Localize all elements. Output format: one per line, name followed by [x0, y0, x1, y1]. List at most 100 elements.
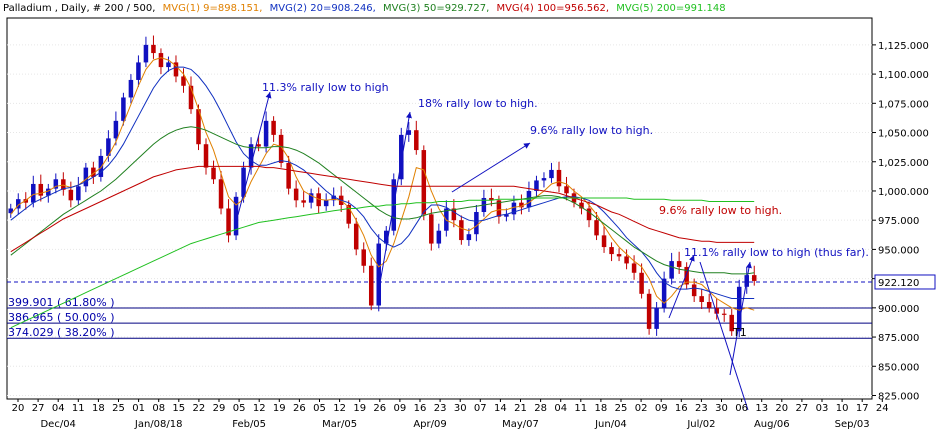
x-tick-label: 19 [273, 403, 286, 414]
candle-body [248, 144, 254, 168]
y-tick-label: 1,000.000 [878, 187, 929, 198]
rally-arrow [729, 261, 752, 376]
y-tick-label: 850.000 [878, 362, 919, 373]
x-tick-label: 02 [635, 403, 648, 414]
plot-frame [6, 17, 873, 400]
candle-body [504, 214, 509, 217]
candle-body [181, 76, 186, 86]
candle-body [646, 293, 652, 329]
candle-body [211, 167, 216, 180]
candle-body [676, 261, 682, 267]
x-tick-label: 06 [735, 403, 748, 414]
candle-body [98, 155, 104, 177]
candle-body [706, 301, 712, 308]
candle-body [714, 307, 719, 314]
x-month-label: Sep/03 [835, 419, 870, 430]
candle-body [414, 130, 419, 151]
x-tick-label: 12 [333, 403, 346, 414]
candle-body [83, 167, 89, 187]
x-tick-label: 12 [253, 403, 266, 414]
candle-body [654, 307, 659, 329]
candle-body [188, 85, 194, 110]
candle-body [301, 200, 306, 203]
x-month-label: Jun/04 [594, 419, 627, 430]
candle-body [331, 195, 336, 201]
x-tick-label: 13 [755, 403, 768, 414]
candle-body [61, 179, 66, 190]
candle-body [549, 169, 554, 179]
candle-body [751, 275, 757, 281]
candle-body [684, 266, 689, 285]
fib-levels: 399.901 ( 61.80% ) 386.965 ( 50.00% ) 374.… [7, 296, 872, 339]
y-tick-label: 825.000 [878, 391, 919, 402]
candle-body [496, 200, 502, 217]
candle-body [376, 243, 381, 306]
candle-body [143, 44, 149, 63]
y-axis: 825.000850.000875.000900.000925.000950.0… [872, 41, 936, 402]
candle-body [721, 313, 727, 315]
x-month-label: Aug/06 [754, 419, 790, 430]
rally-arrow [379, 111, 412, 284]
y-tick-label: 1,075.000 [878, 99, 929, 110]
y-tick-label: 1,025.000 [878, 158, 929, 169]
x-tick-label: 07 [474, 403, 487, 414]
x-month-label: Dec/04 [40, 419, 75, 430]
ma-line [10, 126, 755, 275]
candle-body [729, 314, 734, 332]
candle-body [226, 208, 231, 236]
ma-line [10, 66, 755, 299]
x-tick-label: 04 [52, 403, 65, 414]
candle-body [474, 212, 479, 235]
x-month-label: Feb/05 [232, 419, 266, 430]
candle-body [631, 263, 637, 273]
candle-body [256, 144, 261, 147]
fib-label: 386.965 ( 50.00% ) [8, 311, 115, 324]
candle-body [241, 167, 246, 197]
header-mvg2: MVG(2) 20=908.246, [270, 3, 376, 14]
candle-body [151, 44, 156, 54]
candle-body [346, 204, 351, 224]
last-price-box [874, 274, 936, 290]
candle-body [91, 167, 96, 177]
candle-body [233, 196, 239, 236]
candle-body [519, 202, 524, 208]
x-month-label: Jul/02 [686, 419, 715, 430]
ma-line [10, 165, 755, 253]
candle-body [136, 62, 141, 80]
ma-line [10, 57, 755, 311]
candle-body [466, 234, 472, 241]
candle-body [106, 138, 111, 156]
x-tick-label: 08 [152, 403, 165, 414]
chart-annotation: 18% rally low to high. [418, 97, 538, 110]
candle-body [263, 120, 269, 147]
candle-body [128, 79, 134, 98]
candle-body [76, 186, 81, 201]
x-tick-label: 20 [12, 403, 25, 414]
candle-body [68, 189, 74, 201]
x-tick-label: 20 [775, 403, 788, 414]
x-tick-label: 27 [796, 403, 809, 414]
candle-body [556, 169, 562, 187]
moving-averages [10, 57, 755, 329]
rally-arrows [237, 91, 752, 411]
x-tick-label: 27 [32, 403, 45, 414]
candle-body [368, 265, 374, 306]
y-tick-label: 1,125.000 [878, 41, 929, 52]
x-tick-label: 01 [132, 403, 145, 414]
chart-annotation: 11.1% rally low to high (thus far). [684, 246, 869, 259]
x-tick-label: 18 [92, 403, 105, 414]
candle-body [353, 223, 359, 250]
x-month-label: Mar/05 [322, 419, 357, 430]
x-tick-label: 16 [675, 403, 688, 414]
y-tick-label: 975.000 [878, 216, 919, 227]
candle-body [121, 97, 126, 121]
candle-body [399, 134, 404, 180]
candle-body [113, 120, 119, 139]
x-month-label: Apr/09 [413, 419, 446, 430]
x-tick-label: 04 [554, 403, 567, 414]
x-tick-label: 21 [514, 403, 527, 414]
y-tick-label: 950.000 [878, 245, 919, 256]
candle-body [459, 220, 464, 241]
candle-body [196, 109, 201, 145]
